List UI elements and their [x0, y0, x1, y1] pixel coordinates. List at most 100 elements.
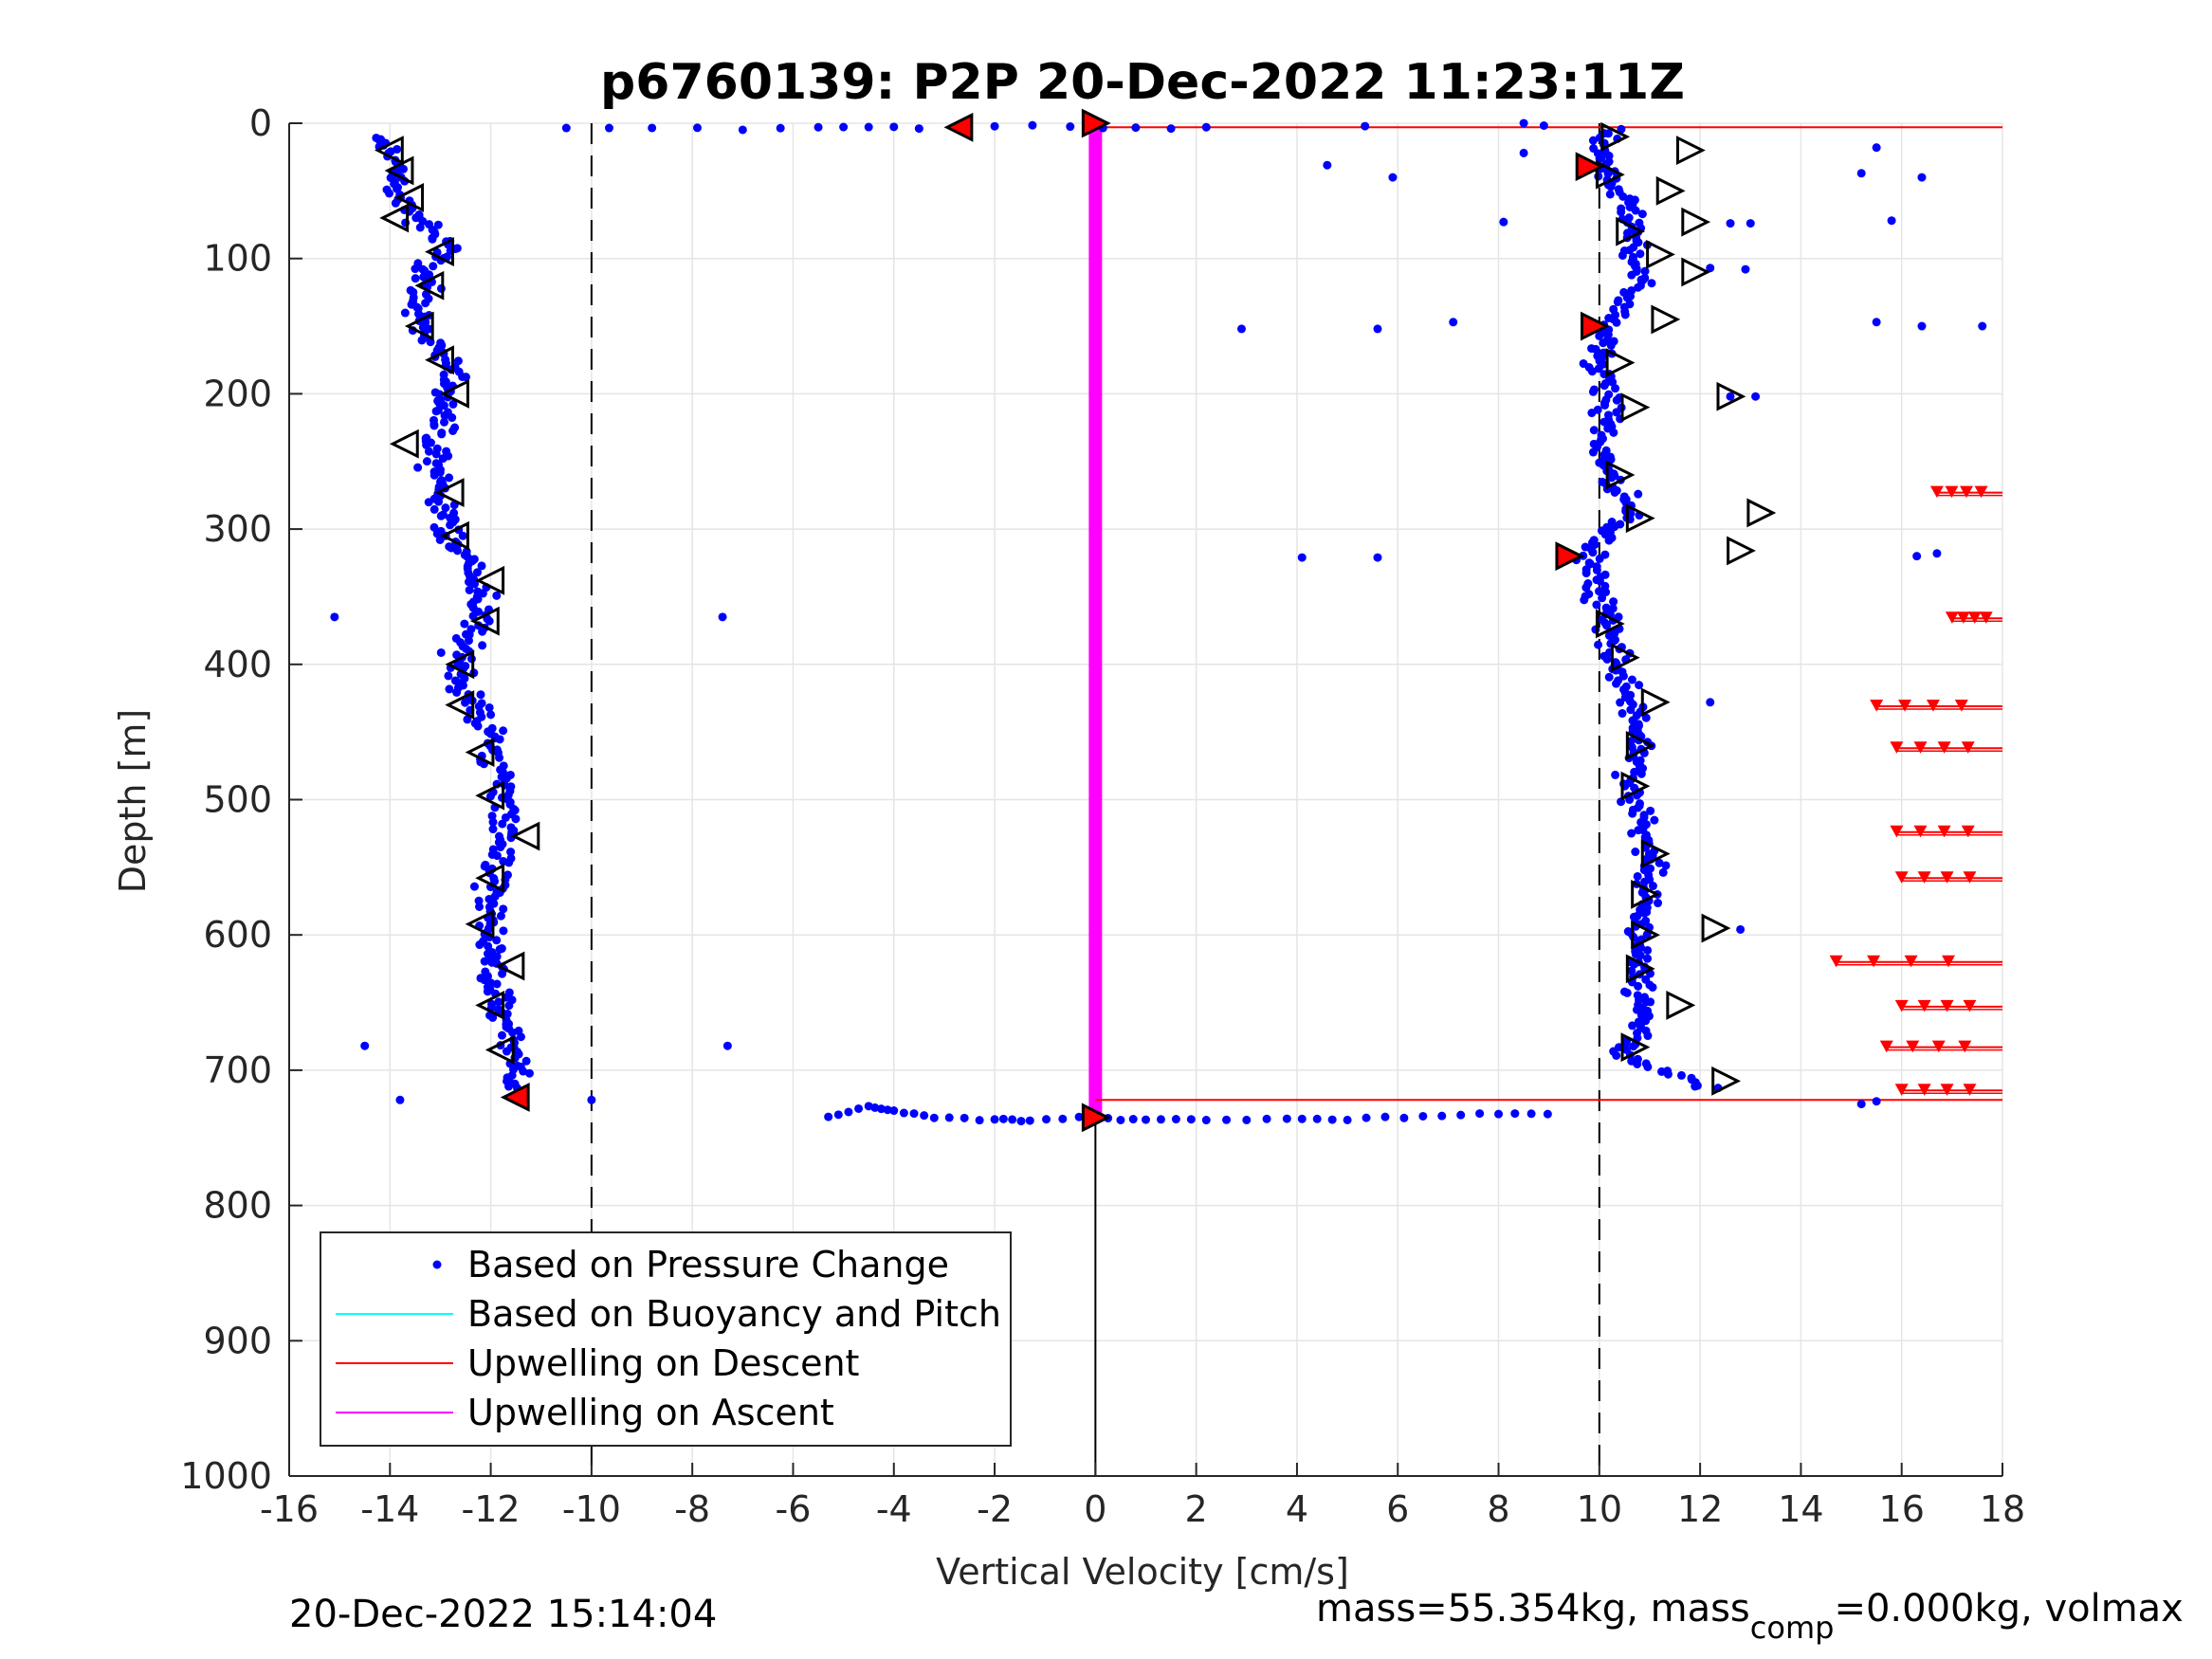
- pressure-point: [1131, 123, 1141, 133]
- ascent-triangle-marker: [379, 203, 410, 233]
- pressure-point: [436, 647, 446, 657]
- pressure-point: [445, 684, 454, 694]
- pressure-point: [1912, 552, 1922, 561]
- pressure-point: [411, 264, 420, 274]
- x-tick-label: 14: [1778, 1488, 1823, 1530]
- pressure-point: [1648, 982, 1657, 992]
- pressure-point: [435, 535, 445, 544]
- pressure-point: [1617, 208, 1626, 217]
- pressure-point: [1726, 219, 1735, 228]
- descent-upwelling-marker: [1937, 825, 1951, 838]
- pressure-point: [473, 721, 483, 731]
- ascent-triangle-marker: [394, 183, 425, 212]
- pressure-point: [438, 454, 448, 464]
- y-tick-label: 800: [203, 1185, 272, 1227]
- pressure-point: [1609, 597, 1618, 607]
- pressure-point: [498, 819, 507, 829]
- pressure-point: [1399, 1113, 1409, 1122]
- descent-upwelling-marker: [1940, 1084, 1954, 1096]
- ascent-triangle-marker: [440, 378, 469, 409]
- pressure-point: [1635, 681, 1644, 690]
- pressure-point: [1631, 206, 1640, 215]
- y-tick-label: 600: [203, 914, 272, 956]
- pressure-point: [448, 399, 458, 409]
- pressure-point: [870, 1103, 880, 1112]
- descent-triangle-marker: [1746, 498, 1777, 528]
- descent-upwelling-marker: [1940, 999, 1954, 1012]
- pressure-point: [504, 1001, 514, 1011]
- pressure-point: [1605, 190, 1615, 199]
- pressure-point: [524, 1068, 534, 1078]
- pressure-point: [1595, 331, 1604, 340]
- pressure-point: [909, 1109, 919, 1119]
- x-tick-label: -2: [977, 1488, 1013, 1530]
- pressure-point: [1388, 173, 1398, 182]
- pressure-point: [472, 568, 482, 577]
- pressure-point: [475, 940, 484, 950]
- descent-upwelling-marker: [1870, 700, 1884, 712]
- pressure-point: [468, 611, 478, 621]
- descent-triangle-marker: [1600, 121, 1631, 152]
- pressure-point: [1600, 401, 1610, 410]
- pressure-point: [864, 122, 873, 132]
- pressure-point: [494, 997, 503, 1007]
- pressure-point: [422, 440, 431, 449]
- pressure-point: [1262, 1114, 1271, 1123]
- pressure-point: [1634, 283, 1643, 292]
- pressure-point: [1343, 1115, 1352, 1124]
- pressure-point: [1604, 536, 1614, 545]
- pressure-point: [844, 1107, 853, 1117]
- descent-upwelling-marker: [1956, 611, 1970, 624]
- pressure-point: [1592, 600, 1601, 610]
- ascent-triangle-marker: [374, 136, 404, 165]
- pressure-point: [1595, 154, 1604, 163]
- pressure-point: [1603, 169, 1613, 178]
- pressure-point: [1588, 447, 1598, 457]
- descent-upwelling-marker: [1894, 1084, 1909, 1096]
- pressure-point: [1074, 1112, 1084, 1121]
- pressure-point: [436, 511, 446, 520]
- pressure-point: [1600, 417, 1609, 427]
- pressure-point: [1706, 698, 1715, 707]
- descent-upwelling-marker: [1929, 485, 1944, 499]
- red-triangle-marker: [1081, 1103, 1111, 1133]
- pressure-point: [944, 1113, 954, 1122]
- legend-swatch-dot: [432, 1260, 442, 1269]
- pressure-point: [1580, 595, 1589, 605]
- pressure-point: [488, 817, 498, 827]
- x-tick-label: -8: [674, 1488, 710, 1530]
- pressure-point: [1606, 455, 1616, 465]
- pressure-point: [1588, 136, 1598, 145]
- red-triangle-marker: [1581, 311, 1610, 341]
- pressure-point: [445, 473, 454, 483]
- descent-triangle-marker: [1620, 1032, 1651, 1063]
- pressure-point: [1654, 899, 1663, 908]
- descent-upwelling-marker: [1954, 700, 1968, 712]
- legend-entry-label: Upwelling on Ascent: [467, 1392, 834, 1433]
- pressure-point: [648, 123, 657, 133]
- pressure-point: [502, 1047, 511, 1056]
- pressure-point: [1643, 1062, 1653, 1071]
- ascent-triangle-marker: [469, 606, 500, 636]
- descent-upwelling-marker: [1904, 955, 1918, 968]
- pressure-point: [496, 911, 505, 921]
- pressure-point: [1636, 249, 1645, 259]
- descent-upwelling-marker: [1945, 611, 1959, 624]
- descent-triangle-marker: [1675, 136, 1706, 165]
- pressure-point: [413, 463, 423, 472]
- pressure-point: [1380, 1112, 1390, 1121]
- pressure-point: [1627, 270, 1636, 280]
- pressure-point: [1641, 1016, 1651, 1026]
- descent-triangle-marker: [1620, 771, 1651, 801]
- pressure-point: [1587, 367, 1597, 376]
- pressure-point: [1634, 981, 1643, 991]
- descent-upwelling-marker: [1890, 825, 1904, 838]
- pressure-point: [824, 1112, 833, 1121]
- pressure-point: [1633, 871, 1642, 881]
- descent-upwelling-marker: [1945, 485, 1959, 499]
- footer-timestamp: 20-Dec-2022 15:14:04: [289, 1593, 717, 1636]
- descent-triangle-marker: [1727, 536, 1756, 566]
- pressure-point: [1025, 1116, 1034, 1125]
- pressure-point: [431, 407, 441, 416]
- pressure-point: [929, 1113, 939, 1122]
